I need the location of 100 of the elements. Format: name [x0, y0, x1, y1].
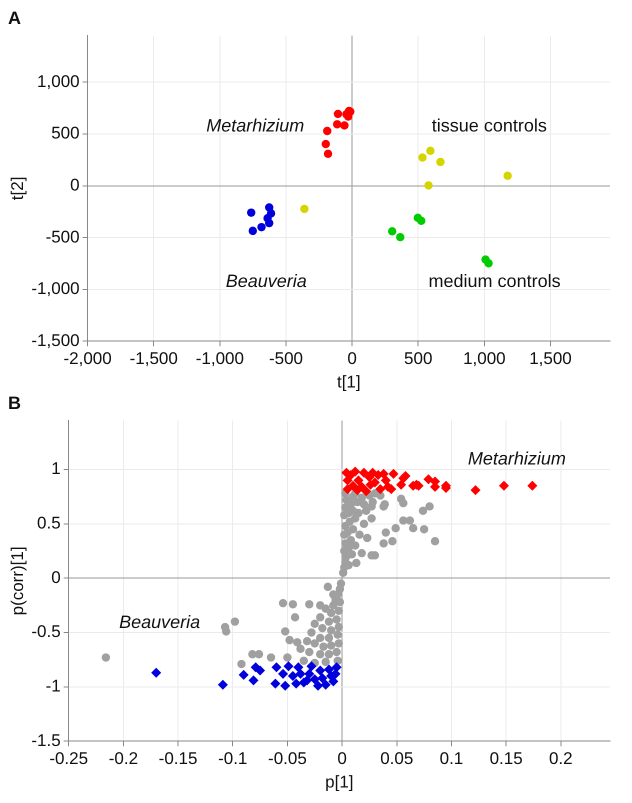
point	[388, 468, 398, 479]
point	[300, 204, 309, 214]
x-tick-label: -1,500	[130, 349, 178, 368]
point	[503, 172, 512, 180]
point	[417, 216, 426, 226]
point	[278, 668, 288, 679]
point	[380, 475, 391, 486]
series-label: Metarhizium	[468, 448, 566, 469]
x-tick-label: -1,000	[196, 349, 244, 368]
point	[484, 259, 493, 268]
x-tick-label: -0.2	[108, 749, 138, 768]
point	[323, 126, 332, 136]
point	[271, 662, 282, 672]
y-axis-title: t[2]	[8, 176, 27, 200]
point	[218, 680, 228, 690]
point	[436, 158, 445, 166]
point	[426, 146, 435, 155]
x-tick-label: -0.1	[218, 749, 248, 768]
x-tick-label: 0.2	[548, 749, 573, 768]
x-tick-label: 0	[347, 349, 357, 368]
point	[328, 676, 338, 686]
point	[332, 120, 342, 128]
y-tick-label: -1	[46, 676, 61, 696]
point	[283, 661, 294, 672]
point	[255, 666, 266, 676]
point	[352, 485, 362, 496]
point	[361, 486, 372, 496]
point	[280, 680, 290, 691]
y-tick-label: -1,000	[31, 279, 80, 298]
point	[388, 227, 396, 236]
point	[396, 232, 404, 242]
point	[424, 181, 433, 190]
y-tick-label: 0	[70, 176, 80, 194]
x-axis-title: p[1]	[325, 772, 354, 792]
x-tick-label: 0.15	[490, 749, 523, 768]
point	[296, 668, 306, 679]
text: Beauveria	[226, 270, 307, 291]
x-tick-label: -0.25	[49, 749, 88, 768]
point	[330, 668, 341, 679]
point	[375, 484, 386, 494]
point	[288, 670, 298, 681]
y-tick-label: -500	[46, 227, 80, 246]
x-tick-label: 0.05	[380, 749, 414, 768]
point	[418, 153, 427, 162]
chart-title: B	[8, 392, 21, 413]
point	[151, 668, 162, 678]
point	[317, 673, 328, 684]
point	[247, 208, 256, 217]
point	[398, 473, 408, 484]
x-tick-label: -500	[268, 349, 303, 368]
y-tick-label: 0.5	[37, 514, 61, 533]
point	[350, 466, 360, 477]
point	[341, 468, 352, 478]
point	[264, 218, 274, 228]
y-tick-label: -1,500	[31, 330, 80, 350]
point	[324, 150, 332, 158]
point	[527, 480, 538, 491]
point	[348, 480, 358, 491]
point	[293, 662, 304, 672]
point	[498, 480, 509, 491]
point	[291, 678, 302, 689]
point	[310, 674, 320, 684]
y-tick-label: 0	[51, 568, 61, 587]
x-tick-label: -2,000	[64, 349, 112, 368]
point	[358, 468, 369, 478]
x-axis-title: t[1]	[336, 372, 361, 392]
point	[248, 675, 259, 686]
point	[270, 678, 280, 689]
point	[248, 226, 257, 236]
y-tick-label: 500	[51, 124, 80, 143]
series-label: medium controls	[428, 270, 561, 291]
x-tick-label: -0.15	[158, 749, 198, 768]
x-tick-label: -0.05	[268, 749, 307, 768]
point	[322, 140, 330, 148]
x-tick-label: 1,500	[529, 349, 572, 368]
y-tick-label: -0.5	[31, 622, 61, 642]
text: Beauveria	[119, 612, 200, 632]
point	[334, 110, 342, 118]
point	[340, 121, 349, 130]
point	[342, 475, 353, 486]
point	[342, 484, 353, 494]
point	[257, 222, 266, 232]
x-tick-label: 0.1	[440, 749, 464, 768]
point	[470, 485, 480, 496]
point	[238, 670, 249, 680]
point	[313, 680, 324, 691]
x-tick-label: 500	[404, 349, 432, 368]
x-tick-label: 1,000	[463, 349, 506, 368]
y-tick-label: 1	[51, 459, 61, 478]
y-tick-label: -1.5	[31, 730, 61, 750]
point	[423, 474, 434, 484]
point	[396, 480, 406, 490]
point	[353, 475, 364, 486]
chart-title: A	[8, 8, 21, 28]
series-label: Metarhizium	[206, 116, 304, 136]
y-axis-title: p(corr)[1]	[8, 546, 27, 616]
point	[324, 664, 334, 674]
point	[306, 661, 316, 672]
series-label: tissue controls	[432, 116, 547, 136]
point	[315, 666, 326, 676]
